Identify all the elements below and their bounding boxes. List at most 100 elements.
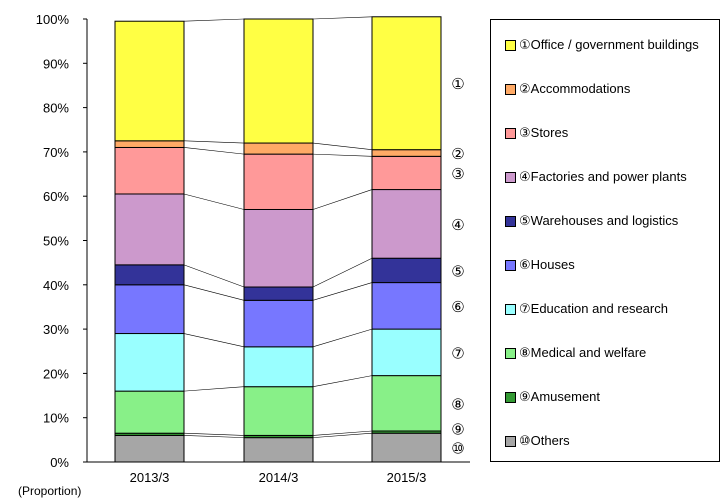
series-marker: ⑨	[451, 422, 464, 439]
y-tick-label: 100%	[36, 12, 70, 27]
series-marker: ⑧	[451, 396, 464, 413]
legend-item: ⑤Warehouses and logistics	[505, 213, 678, 229]
legend-item: ⑧Medical and welfare	[505, 345, 646, 361]
legend-item: ①Office / government buildings	[505, 37, 699, 53]
bar-segment	[371, 328, 442, 377]
legend-swatch	[505, 83, 516, 95]
bar-segment	[371, 189, 442, 259]
bar-segment	[243, 18, 314, 144]
connector-line	[312, 432, 373, 438]
series-marker: ①	[451, 76, 464, 93]
y-tick-label: 10%	[43, 411, 69, 426]
y-tick-label: 60%	[43, 189, 69, 204]
bar-segment	[243, 299, 314, 348]
bar-segment	[243, 437, 314, 463]
connector-line	[312, 142, 373, 150]
bar-segment	[371, 282, 442, 330]
legend-label: ②Accommodations	[519, 81, 631, 96]
connector-line	[183, 432, 245, 436]
y-tick-label: 50%	[43, 234, 69, 249]
y-tick-label: 90%	[43, 56, 69, 71]
legend-swatch	[505, 259, 516, 271]
connector-line	[183, 435, 245, 438]
legend-item: ⑥Houses	[505, 257, 575, 273]
y-tick-label: 40%	[43, 278, 69, 293]
y-tick-label: 30%	[43, 322, 69, 337]
connector-line	[312, 430, 373, 436]
legend: ①Office / government buildings ②Accommoda…	[490, 19, 720, 462]
connector-layer	[183, 16, 373, 438]
marker-layer: ⑩ ⑨ ⑧ ⑦ ⑥ ⑤ ④ ③ ② ①	[451, 76, 464, 457]
connector-line	[312, 257, 373, 288]
series-marker: ②	[451, 146, 464, 163]
x-tick-label: 2015/3	[387, 470, 427, 485]
legend-label: ⑨Amusement	[519, 389, 601, 404]
connector-line	[183, 18, 245, 22]
legend-item: ④Factories and power plants	[505, 169, 687, 185]
series-marker: ③	[451, 166, 464, 183]
connector-line	[183, 193, 245, 210]
axis-layer: 0% 10% 20% 30% 40% 50% 60% 70% 80% 90% 100%	[36, 12, 470, 470]
legend-swatch	[505, 39, 516, 51]
legend-label: ⑩Others	[519, 433, 570, 448]
legend-label: ⑦Education and research	[519, 301, 668, 316]
bar-layer	[114, 16, 442, 463]
connector-line	[312, 282, 373, 301]
connector-line	[183, 284, 245, 301]
bar-segment	[243, 208, 314, 288]
bar-segment	[371, 16, 442, 151]
x-tick-label: 2013/3	[130, 470, 170, 485]
bar-segment	[114, 193, 185, 266]
y-tick-label: 80%	[43, 101, 69, 116]
legend-item: ②Accommodations	[505, 81, 630, 97]
connector-line	[312, 153, 373, 157]
series-marker: ⑥	[451, 299, 464, 316]
series-marker: ⑦	[451, 345, 464, 362]
category-labels: 2013/3 2014/3 2015/3	[130, 470, 427, 485]
connector-line	[183, 147, 245, 155]
bar-segment	[114, 146, 185, 195]
connector-line	[183, 264, 245, 288]
y-tick-label: 20%	[43, 366, 69, 381]
legend-label: ⑥Houses	[519, 257, 575, 272]
series-marker: ④	[451, 217, 464, 234]
bar-segment	[114, 390, 185, 434]
connector-line	[183, 140, 245, 144]
legend-label: ⑧Medical and welfare	[519, 345, 647, 360]
legend-label: ④Factories and power plants	[519, 169, 687, 184]
bar-segment	[114, 20, 185, 142]
bar-segment	[371, 432, 442, 463]
legend-swatch	[505, 171, 516, 183]
connector-line	[183, 386, 245, 392]
x-tick-label: 2014/3	[259, 470, 299, 485]
legend-swatch	[505, 435, 516, 447]
bar-segment	[243, 286, 314, 301]
bar-segment	[114, 434, 185, 463]
bar-segment	[243, 386, 314, 436]
legend-label: ⑤Warehouses and logistics	[519, 213, 679, 228]
connector-line	[312, 328, 373, 348]
bar-segment	[114, 284, 185, 335]
connector-line	[312, 189, 373, 210]
series-marker: ⑩	[451, 441, 464, 458]
series-marker: ⑤	[451, 263, 464, 280]
bar-segment	[114, 264, 185, 286]
legend-swatch	[505, 215, 516, 227]
bar-segment	[243, 142, 314, 155]
legend-swatch	[505, 391, 516, 403]
legend-swatch	[505, 127, 516, 139]
legend-label: ①Office / government buildings	[519, 37, 699, 52]
unit-label: (Proportion)	[18, 484, 82, 498]
legend-swatch	[505, 347, 516, 359]
legend-item: ⑨Amusement	[505, 389, 600, 405]
connector-line	[312, 375, 373, 387]
connector-line	[312, 16, 373, 20]
y-tick-label: 70%	[43, 145, 69, 160]
legend-item: ③Stores	[505, 125, 568, 141]
bar-segment	[371, 155, 442, 191]
y-tick-label: 0%	[50, 455, 69, 470]
bar-segment	[371, 375, 442, 432]
bar-segment	[243, 153, 314, 210]
legend-label: ③Stores	[519, 125, 569, 140]
